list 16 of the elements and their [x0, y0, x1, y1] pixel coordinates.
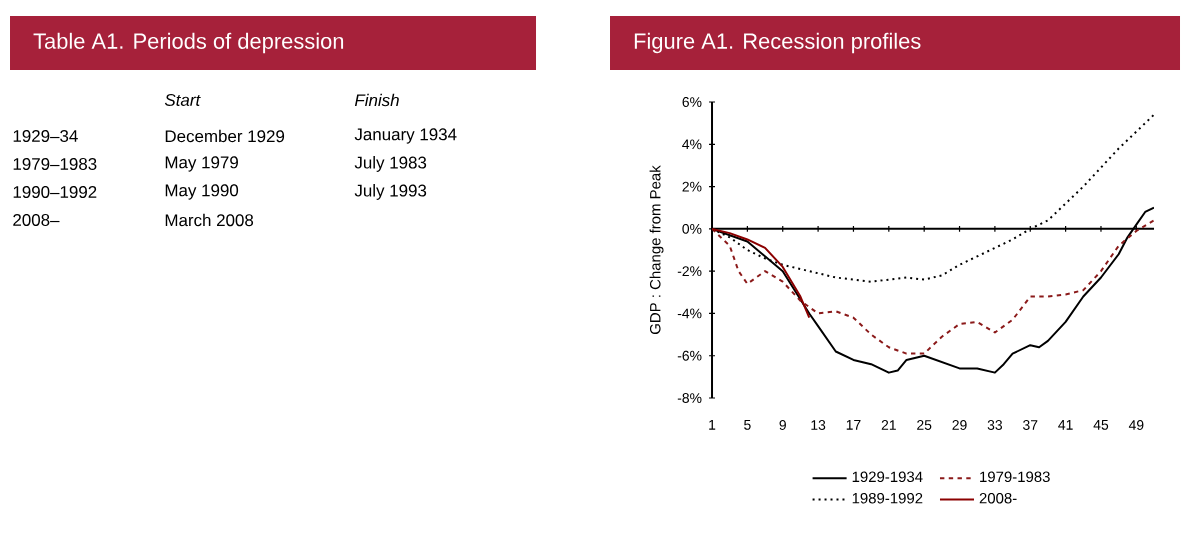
text: 1979–1983: [13, 158, 97, 170]
text: Start: [164, 94, 201, 106]
text: December 1929: [165, 129, 285, 143]
text: March 2008: [165, 213, 254, 227]
text: May 1990: [165, 184, 239, 200]
text: May 1979: [165, 156, 238, 172]
text: July 1993: [354, 184, 427, 200]
line-series: [712, 227, 811, 319]
text: January 1934: [354, 128, 457, 144]
text: 2008–: [13, 214, 60, 226]
text: 1929–34: [13, 130, 78, 142]
text: 1990–1992: [13, 186, 97, 198]
text: Finish: [354, 93, 399, 107]
chart-title: Figure A1. Recession profiles: [634, 32, 921, 54]
text: Table A1. Periods of depression: [33, 32, 344, 54]
text: July 1983: [354, 156, 427, 172]
